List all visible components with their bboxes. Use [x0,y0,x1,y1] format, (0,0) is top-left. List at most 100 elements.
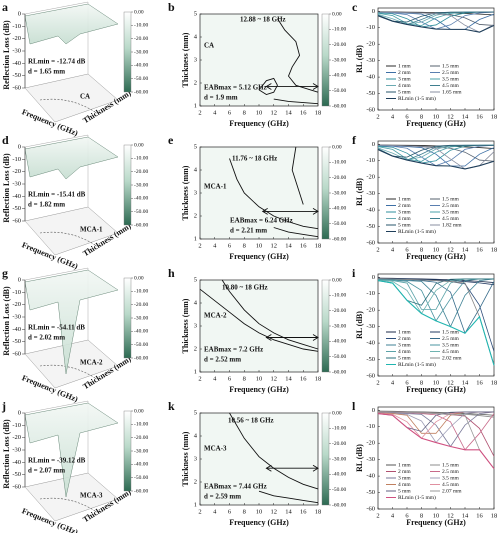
x-tick-label: 2 [198,508,201,515]
y-tick-label: 1 [194,102,197,109]
y-tick-label: -30 [366,57,375,64]
legend-label: 4 mm [398,83,411,89]
legend-label: 2.07 mm [442,488,462,494]
annotation: d = 1.9 mm [204,94,238,102]
z-tick-label: 0 [18,409,21,416]
x-axis-title: Frequency (GHz) [406,385,466,394]
legend-label: 2 mm [398,70,411,76]
contour-line [277,18,319,93]
z-tick-label: 0 [18,143,21,150]
colorbar-tick-label: -50.00 [134,342,148,348]
panel-letter: i [352,266,356,280]
z-tick-label: -30 [12,446,21,453]
legend-label: 4.5 mm [442,349,460,355]
arrow-head [265,83,319,90]
y-tick-label: -10 [366,423,375,430]
colorbar-tick-label: -50.00 [332,487,346,493]
x-tick-label: 6 [228,508,232,515]
y-tick-label: 0 [372,8,375,15]
plot-area [199,13,319,107]
x-tick-label: 14 [462,512,469,519]
y-tick-label: 3 [194,322,197,329]
colorbar-tick-label: -60.00 [134,488,148,494]
colorbar [321,146,330,240]
y-tick-label: -10 [366,24,375,31]
y-tick-label: 4 [194,432,198,439]
legend-label: 3.5 mm [442,475,460,481]
panel-letter: k [168,399,175,413]
colorbar [123,277,132,359]
x-tick-label: 14 [462,113,469,120]
x-tick-label: 10 [433,512,440,519]
annotation: RLmin = -12.74 dB [28,58,86,66]
legend-label: 1.5 mm [442,329,460,335]
x-tick-label: 10 [256,508,263,515]
annotation: 10.56 ~ 18 GHz [228,417,274,425]
y-tick-label: -40 [366,473,375,480]
x-tick-label: 10 [433,113,440,120]
series-line [377,278,495,366]
annotation: RLmin = -39.12 dB [28,457,86,465]
y-axis-title: RL (dB) [355,178,364,206]
y-axis-title: Thickness (mm) [181,165,190,220]
surface [24,402,119,498]
x-tick-label: 8 [420,512,423,519]
colorbar-tick-label: -40.00 [332,472,346,478]
z-tick-label: -10 [12,23,21,30]
x-tick-label: 12 [271,109,278,116]
series-line [377,11,495,33]
colorbar-tick-label: -30.00 [332,190,346,196]
y-tick-label: 4 [194,33,198,40]
series-line [377,278,495,328]
legend-label: 2 mm [398,336,411,342]
colorbar [123,11,132,93]
legend-label: 1 mm [398,329,411,335]
legend-label: 2.5 mm [442,203,460,209]
legend-label: 1.5 mm [442,63,460,69]
colorbar-tick-label: 0.00 [134,408,144,414]
legend-label: RLmin (1-5 mm) [398,95,436,102]
legend-label: 1 mm [398,462,411,468]
z-tick-label: -20 [12,434,21,441]
legend-label: 5 mm [398,488,411,494]
colorbar-tick-label: -40.00 [332,206,346,212]
x-tick-label: 14 [285,242,292,249]
colorbar-tick-label: -20.00 [134,435,148,441]
legend-label: RLmin (1-5 mm) [398,228,436,235]
x-tick-label: 10 [256,242,263,249]
floor-contour [39,98,96,113]
contour-line [273,227,319,238]
colorbar-tick-label: -10.00 [134,289,148,295]
y-tick-label: -10 [366,290,375,297]
x-tick-label: 4 [213,508,217,515]
legend-label: 1.5 mm [442,462,460,468]
z-axis-title: Reflection Loss (dB) [2,20,11,90]
colorbar-tick-label: -60.00 [332,369,346,375]
z-tick-label: -10 [12,156,21,163]
colorbar-tick-label: -30.00 [134,182,148,188]
colorbar-tick-label: -50.00 [134,76,148,82]
z-tick-label: -50 [12,72,21,79]
panel-letter: a [2,0,8,14]
y-tick-label: 5 [194,10,197,17]
y-axis-title: Thickness (mm) [181,431,190,486]
y-tick-label: 2 [194,478,197,485]
z-tick-label: -20 [12,168,21,175]
annotation: MCA-2 [204,312,227,320]
legend-label: 3 mm [398,342,411,348]
series-line [377,413,495,470]
x-tick-label: 2 [376,512,379,519]
panel-letter: b [168,0,175,14]
plot-area [377,273,495,377]
panel-letter: e [168,133,174,147]
legend-label: 4 mm [398,349,411,355]
legend-label: RLmin (1-5 mm) [398,494,436,501]
z-tick-label: -10 [12,289,21,296]
series-line [377,280,495,366]
colorbar-tick-label: -10.00 [332,293,346,299]
x-tick-label: 10 [433,246,440,253]
annotation: 10.80 ~ 18 GHz [222,284,268,292]
y-tick-label: -20 [366,41,375,48]
x-tick-label: 16 [476,246,483,253]
x-tick-label: 2 [376,379,379,386]
